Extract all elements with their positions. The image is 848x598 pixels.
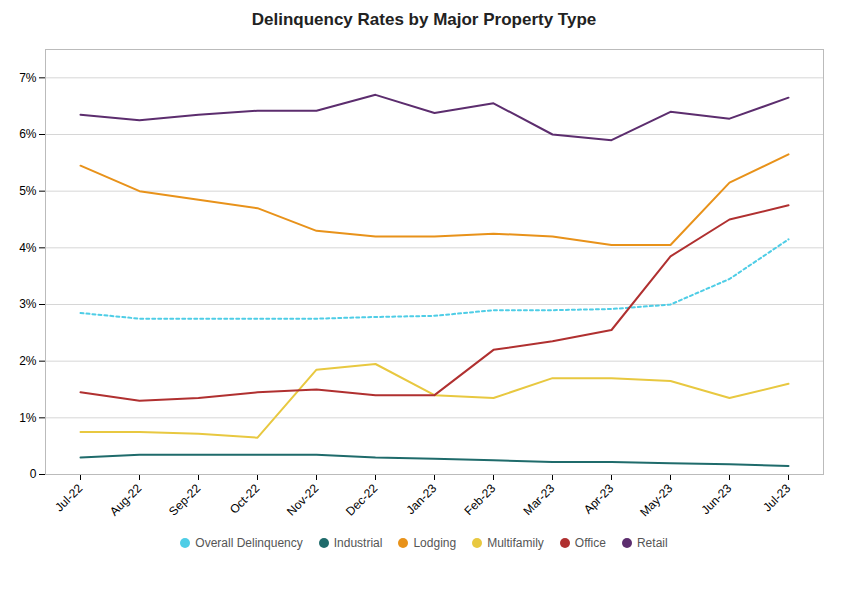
- svg-text:Jun-23: Jun-23: [698, 481, 734, 517]
- html-text:Industrial: Industrial: [333, 536, 383, 550]
- svg-text:Feb-23: Feb-23: [462, 481, 499, 518]
- html-text:Retail: Retail: [637, 536, 668, 550]
- svg-text:May-23: May-23: [637, 481, 675, 519]
- svg-text:Nov-22: Nov-22: [284, 481, 321, 518]
- svg-text:Jan-23: Jan-23: [403, 481, 439, 517]
- svg-text:Jul-22: Jul-22: [52, 481, 85, 514]
- svg-text:Jul-23: Jul-23: [760, 481, 793, 514]
- html-text:Multifamily: Multifamily: [487, 536, 544, 550]
- html-text:Overall Delinquency: Overall Delinquency: [195, 536, 303, 550]
- svg-text:2%: 2%: [19, 354, 37, 368]
- svg-text:4%: 4%: [19, 241, 37, 255]
- svg-text:1%: 1%: [19, 411, 37, 425]
- svg-text:3%: 3%: [19, 297, 37, 311]
- svg-text:0: 0: [30, 467, 37, 481]
- svg-text:5%: 5%: [19, 184, 37, 198]
- html-text:Delinquency Rates by Major Pro: Delinquency Rates by Major Property Type: [251, 10, 597, 29]
- html-text:Lodging: Lodging: [413, 536, 457, 550]
- svg-text:Apr-23: Apr-23: [581, 481, 617, 517]
- svg-text:Oct-22: Oct-22: [227, 481, 263, 517]
- html-text:Office: Office: [574, 536, 606, 550]
- svg-text:Dec-22: Dec-22: [343, 481, 380, 518]
- svg-text:Mar-23: Mar-23: [521, 481, 558, 518]
- svg-text:7%: 7%: [19, 71, 37, 85]
- svg-text:Aug-22: Aug-22: [107, 481, 144, 518]
- svg-text:Sep-22: Sep-22: [166, 481, 203, 518]
- svg-text:6%: 6%: [19, 127, 37, 141]
